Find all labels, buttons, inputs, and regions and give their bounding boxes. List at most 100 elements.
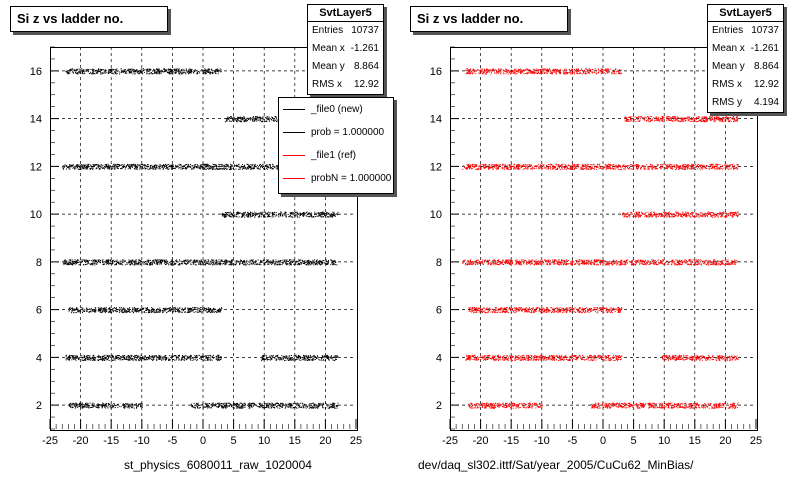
data-point: [205, 264, 206, 266]
data-point: [90, 307, 92, 309]
data-point: [202, 73, 204, 75]
data-point: [251, 117, 253, 119]
y-tick-label: 16: [30, 66, 42, 78]
data-point: [270, 164, 271, 166]
data-point: [258, 166, 259, 168]
data-point: [171, 167, 173, 169]
data-point: [331, 357, 333, 359]
data-point: [116, 70, 118, 72]
data-point: [206, 261, 208, 263]
data-point: [267, 216, 268, 218]
data-point: [68, 167, 70, 169]
data-point: [148, 310, 150, 312]
data-point: [284, 213, 286, 214]
data-point: [178, 310, 179, 312]
data-point: [231, 216, 233, 218]
data-point: [107, 356, 109, 358]
data-point: [180, 263, 182, 264]
data-point: [156, 359, 158, 361]
data-point: [202, 310, 204, 312]
data-point: [87, 359, 88, 361]
data-point: [72, 72, 74, 74]
data-point: [84, 164, 86, 166]
data-point: [143, 262, 145, 263]
data-point: [159, 310, 161, 312]
data-point: [291, 358, 293, 360]
data-point: [84, 261, 86, 263]
data-point: [210, 307, 211, 309]
data-point: [211, 264, 213, 266]
data-point: [188, 166, 190, 168]
data-point: [89, 73, 90, 75]
data-point: [211, 168, 213, 170]
data-point: [223, 261, 225, 263]
data-point: [219, 311, 221, 313]
data-point: [203, 309, 205, 310]
data-point: [82, 359, 84, 361]
data-point: [321, 355, 323, 356]
data-point: [242, 117, 244, 119]
data-point: [210, 358, 212, 360]
data-point: [143, 263, 145, 265]
data-point: [155, 355, 157, 357]
data-point: [313, 359, 315, 361]
data-point: [207, 69, 209, 71]
data-point: [72, 261, 74, 263]
data-point: [175, 164, 177, 166]
data-point: [135, 359, 137, 361]
data-point: [167, 72, 168, 74]
data-point: [179, 73, 181, 75]
data-point: [324, 215, 326, 217]
data-point: [249, 119, 251, 121]
data-point: [150, 72, 152, 74]
data-point: [263, 355, 265, 357]
data-point: [137, 310, 139, 311]
data-point: [186, 311, 188, 313]
data-point: [270, 355, 272, 357]
data-point: [258, 214, 260, 216]
data-point: [207, 165, 209, 167]
data-point: [166, 357, 168, 359]
data-point: [111, 356, 113, 358]
data-point: [219, 167, 221, 169]
data-point: [204, 70, 206, 72]
data-point: [96, 263, 97, 265]
data-point: [188, 261, 190, 263]
data-point: [142, 164, 144, 166]
data-point: [139, 259, 140, 261]
data-point: [120, 310, 122, 312]
data-point: [192, 165, 194, 167]
data-point: [138, 310, 140, 312]
data-point: [164, 260, 165, 262]
data-point: [71, 165, 73, 167]
data-point: [169, 261, 171, 263]
data-point: [137, 357, 138, 359]
data-point: [281, 355, 283, 357]
data-point: [69, 168, 71, 170]
data-point: [146, 263, 148, 265]
data-point: [120, 164, 122, 166]
data-point: [308, 356, 309, 358]
y-tick-label: 4: [36, 352, 42, 364]
data-point: [230, 259, 232, 261]
data-point: [255, 263, 257, 265]
data-point: [128, 355, 130, 357]
data-point: [98, 359, 100, 361]
data-point: [241, 214, 243, 216]
data-point: [154, 165, 156, 167]
data-point: [100, 262, 101, 264]
data-point: [310, 212, 312, 214]
data-point: [107, 72, 109, 74]
data-point: [133, 358, 135, 360]
data-point: [288, 355, 290, 357]
data-point: [309, 356, 311, 358]
data-point: [269, 216, 271, 217]
data-point: [320, 215, 322, 217]
data-point: [107, 259, 108, 261]
data-point: [131, 356, 133, 358]
data-point: [317, 261, 319, 263]
data-point: [208, 168, 210, 170]
data-point: [319, 262, 320, 264]
data-point: [263, 260, 265, 262]
data-point: [223, 169, 225, 170]
